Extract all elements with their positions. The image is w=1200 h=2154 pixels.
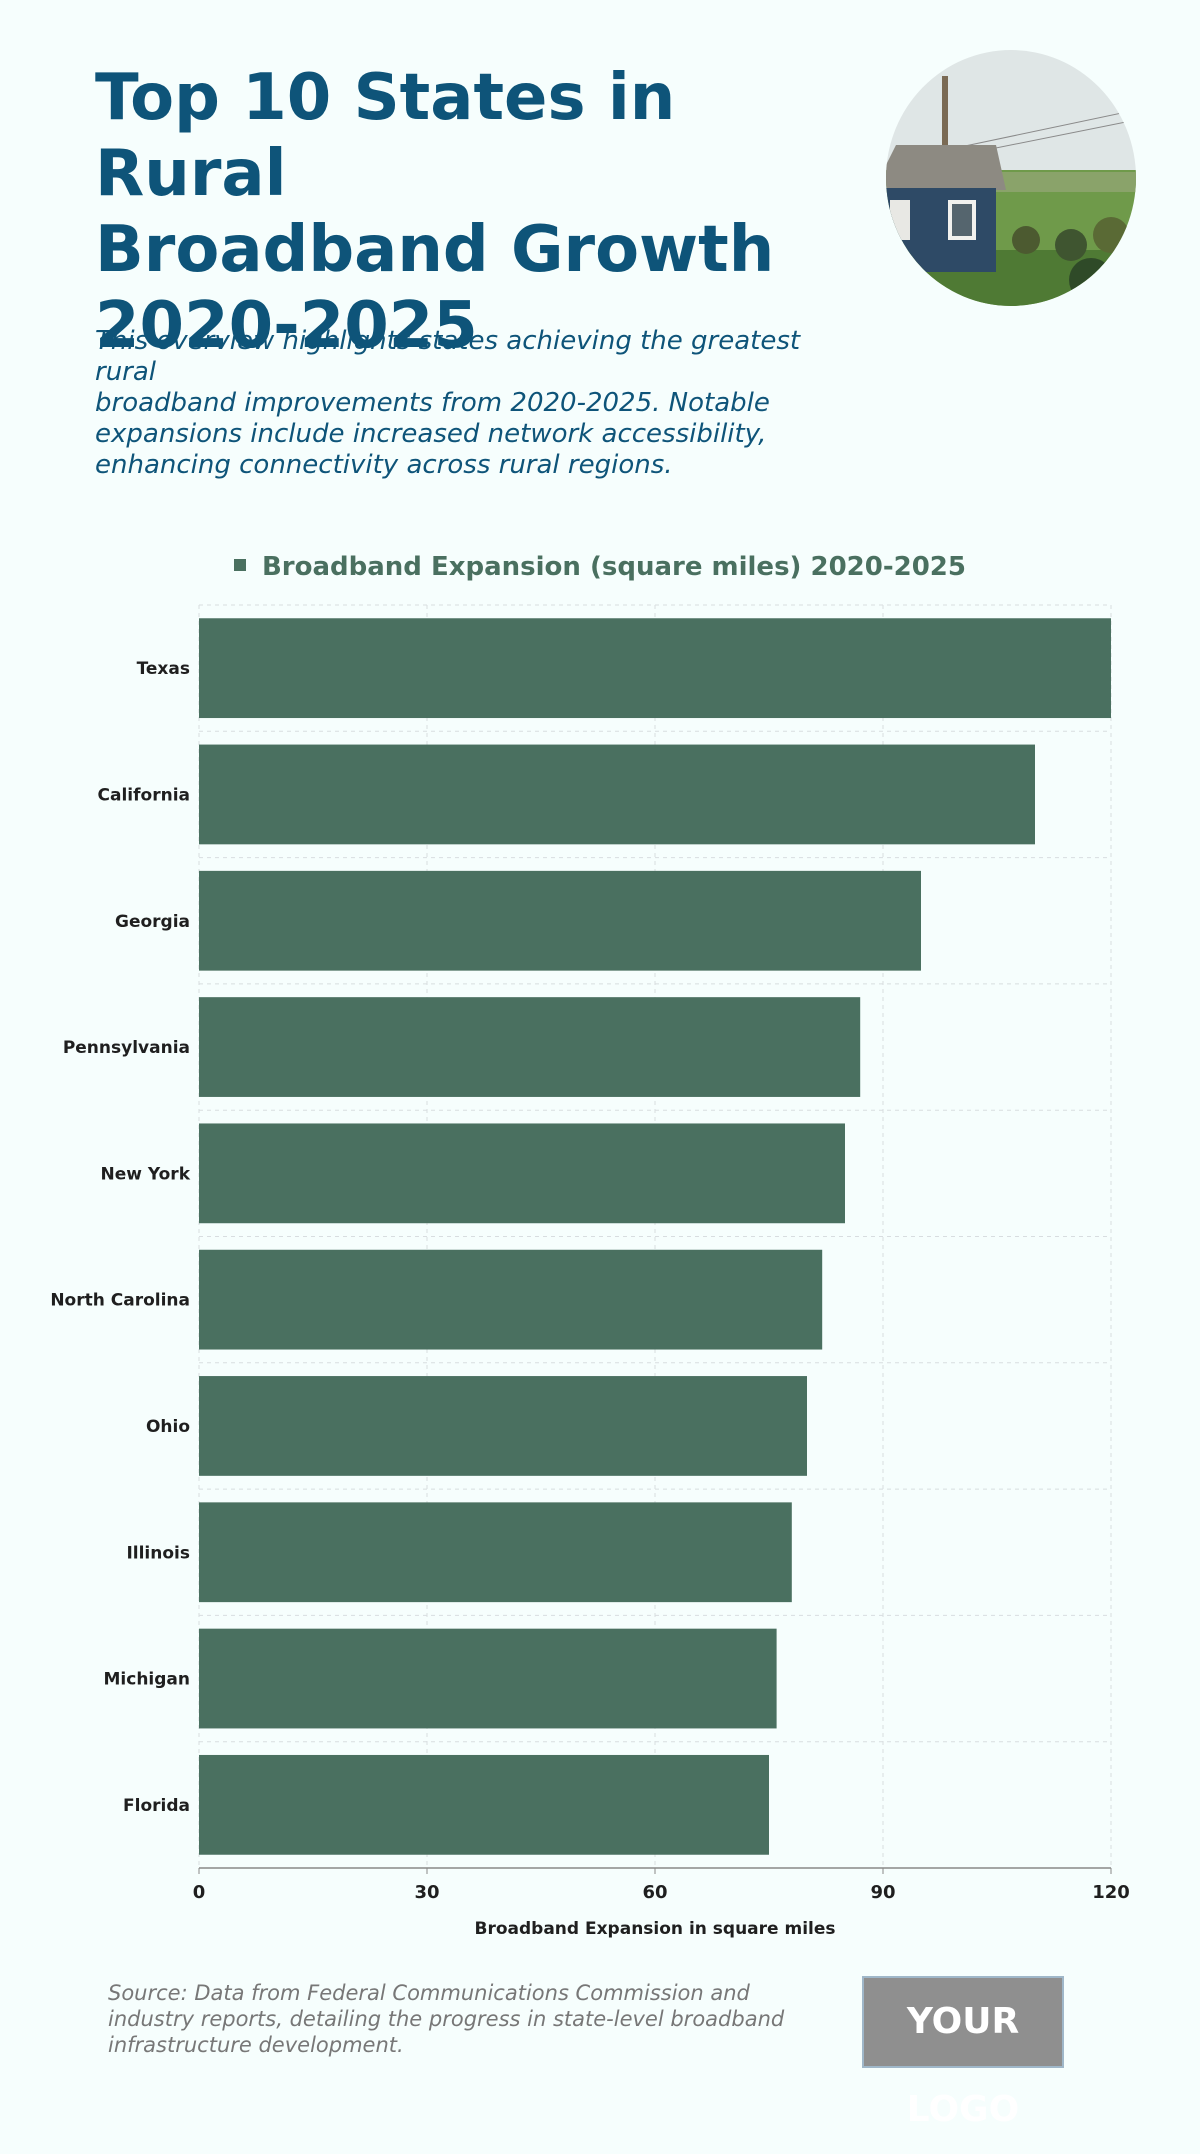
category-label: North Carolina — [50, 1291, 190, 1311]
bar — [199, 1376, 807, 1476]
bar — [199, 1628, 777, 1729]
category-label: Michigan — [104, 1670, 191, 1690]
category-label: Ohio — [146, 1417, 190, 1437]
source-note: Source: Data from Federal Communications… — [108, 1981, 785, 2057]
bar — [199, 1502, 792, 1603]
category-label: California — [98, 785, 190, 805]
legend-label: Broadband Expansion (square miles) 2020-… — [261, 552, 966, 582]
page-subtitle: This overview highlights states achievin… — [95, 326, 801, 480]
category-label: New York — [101, 1164, 191, 1184]
category-label: Illinois — [126, 1543, 190, 1563]
x-tick-label: 90 — [870, 1882, 895, 1903]
x-tick-label: 60 — [642, 1882, 667, 1903]
bar — [199, 1754, 769, 1855]
legend-swatch — [233, 558, 246, 571]
x-tick-label: 120 — [1092, 1882, 1130, 1903]
category-label: Texas — [137, 659, 190, 679]
bar — [199, 744, 1035, 845]
bar — [199, 870, 921, 971]
chart-legend: Broadband Expansion (square miles) 2020-… — [0, 552, 1200, 582]
category-label: Florida — [123, 1796, 190, 1816]
bar — [199, 1123, 845, 1224]
x-tick-label: 0 — [193, 1882, 206, 1903]
category-label: Georgia — [115, 912, 190, 932]
bar — [199, 1249, 823, 1350]
page-title: Top 10 States in Rural Broadband Growth … — [95, 61, 775, 363]
x-tick-label: 30 — [414, 1882, 439, 1903]
logo-placeholder: YOUR LOGO — [862, 1976, 1064, 2130]
bar — [199, 618, 1111, 719]
category-label: Pennsylvania — [63, 1038, 190, 1058]
bar-chart: Texas California Georgia Pennsylvania New Yo… — [50, 604, 1130, 1939]
x-axis-title: Broadband Expansion in square miles — [474, 1919, 835, 1939]
bar — [199, 997, 861, 1097]
